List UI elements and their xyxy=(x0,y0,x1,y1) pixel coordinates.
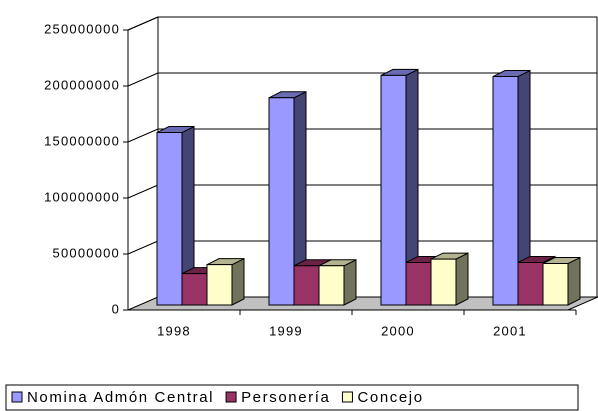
bar-face xyxy=(206,264,233,306)
bar-face xyxy=(492,76,519,306)
legend-box xyxy=(5,384,579,411)
bar xyxy=(430,252,469,306)
bar-face xyxy=(542,263,569,306)
bar-face xyxy=(517,261,544,306)
y-tick-label: 100000000 xyxy=(44,189,120,204)
bar-face xyxy=(156,132,183,306)
grid-line xyxy=(127,16,159,31)
bar xyxy=(542,256,581,306)
bar-face xyxy=(405,261,432,306)
legend-label: Concejo xyxy=(357,389,423,406)
bar-face xyxy=(268,97,295,306)
legend-swatch xyxy=(225,391,237,403)
legend-label: Personería xyxy=(241,389,330,406)
bar-face xyxy=(181,273,208,306)
legend-swatch xyxy=(11,391,23,403)
bar xyxy=(268,90,307,306)
bar-face xyxy=(380,74,407,306)
bar xyxy=(380,68,419,306)
y-tick-label: 0 xyxy=(112,301,120,316)
y-tick-label: 150000000 xyxy=(44,133,120,148)
bar-face xyxy=(455,252,469,306)
x-tick-label: 2001 xyxy=(493,323,527,338)
bar-face xyxy=(567,256,581,306)
bar-face xyxy=(231,257,245,306)
bar xyxy=(318,258,357,306)
x-tick-label: 2000 xyxy=(381,323,415,338)
grid-line xyxy=(127,128,159,143)
bar-face xyxy=(318,265,345,306)
legend-swatch xyxy=(341,391,353,403)
y-tick-label: 50000000 xyxy=(53,245,120,260)
y-tick-label: 250000000 xyxy=(44,21,120,36)
legend-label: Nomina Admón Central xyxy=(27,389,214,406)
bar-face xyxy=(430,258,457,306)
grid-line xyxy=(127,240,159,255)
bar xyxy=(156,125,195,306)
bar xyxy=(492,69,531,306)
bar-face xyxy=(293,265,320,306)
grid-line xyxy=(127,72,159,87)
bar xyxy=(206,257,245,306)
x-tick-label: 1999 xyxy=(269,323,303,338)
y-tick-label: 200000000 xyxy=(44,77,120,92)
x-tick-label: 1998 xyxy=(157,323,191,338)
grid-line xyxy=(127,184,159,199)
bar-face xyxy=(343,258,357,306)
